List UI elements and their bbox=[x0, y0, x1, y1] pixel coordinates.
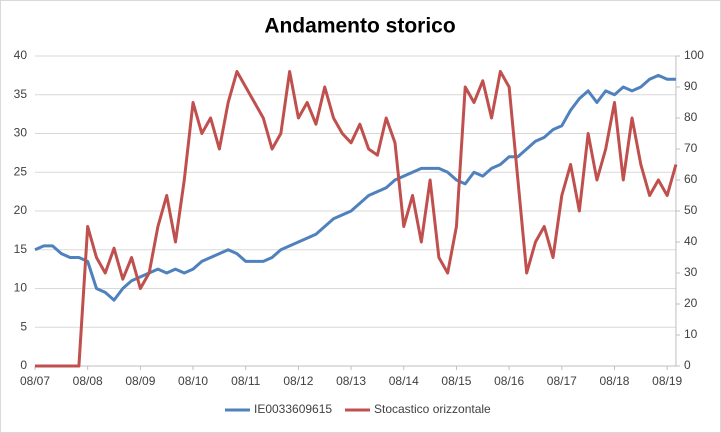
y-tick-label: 5 bbox=[20, 319, 27, 333]
x-tick-label: 08/10 bbox=[178, 374, 208, 388]
x-tick-label: 08/13 bbox=[336, 374, 366, 388]
y-tick-label: 0 bbox=[20, 358, 27, 372]
x-tick-label: 08/12 bbox=[283, 374, 313, 388]
y-tick-label: 25 bbox=[14, 164, 28, 178]
x-tick-label: 08/16 bbox=[494, 374, 524, 388]
y-tick-label: 15 bbox=[14, 242, 28, 256]
y2-tick-label: 20 bbox=[684, 296, 698, 310]
legend-label: Stocastico orizzontale bbox=[374, 402, 491, 416]
series-line bbox=[35, 70, 678, 368]
x-tick-label: 08/11 bbox=[231, 374, 260, 388]
y2-tick-label: 40 bbox=[684, 234, 698, 248]
chart-title: Andamento storico bbox=[264, 15, 455, 38]
y2-tick-label: 10 bbox=[684, 327, 698, 341]
x-tick-label: 08/14 bbox=[389, 374, 419, 388]
y-tick-label: 20 bbox=[14, 203, 28, 217]
y-tick-label: 40 bbox=[14, 48, 28, 62]
x-tick-label: 08/07 bbox=[20, 374, 50, 388]
series-line bbox=[34, 73, 676, 302]
x-tick-label: 08/15 bbox=[441, 374, 471, 388]
y2-tick-label: 30 bbox=[684, 265, 698, 279]
y2-tick-label: 100 bbox=[684, 48, 704, 62]
y2-tick-label: 80 bbox=[684, 110, 698, 124]
y-tick-label: 10 bbox=[14, 281, 28, 295]
x-tick-label: 08/09 bbox=[125, 374, 155, 388]
y2-tick-label: 60 bbox=[684, 172, 698, 186]
y2-tick-label: 0 bbox=[684, 358, 691, 372]
legend-label: IE0033609615 bbox=[254, 402, 332, 416]
x-tick-label: 08/19 bbox=[652, 374, 682, 388]
y-tick-label: 35 bbox=[14, 87, 28, 101]
y2-tick-label: 70 bbox=[684, 141, 698, 155]
x-tick-label: 08/08 bbox=[73, 374, 103, 388]
x-tick-label: 08/18 bbox=[599, 374, 629, 388]
x-tick-label: 08/17 bbox=[547, 374, 577, 388]
y2-tick-label: 90 bbox=[684, 79, 698, 93]
y2-tick-label: 50 bbox=[684, 203, 698, 217]
y-tick-label: 30 bbox=[14, 126, 28, 140]
